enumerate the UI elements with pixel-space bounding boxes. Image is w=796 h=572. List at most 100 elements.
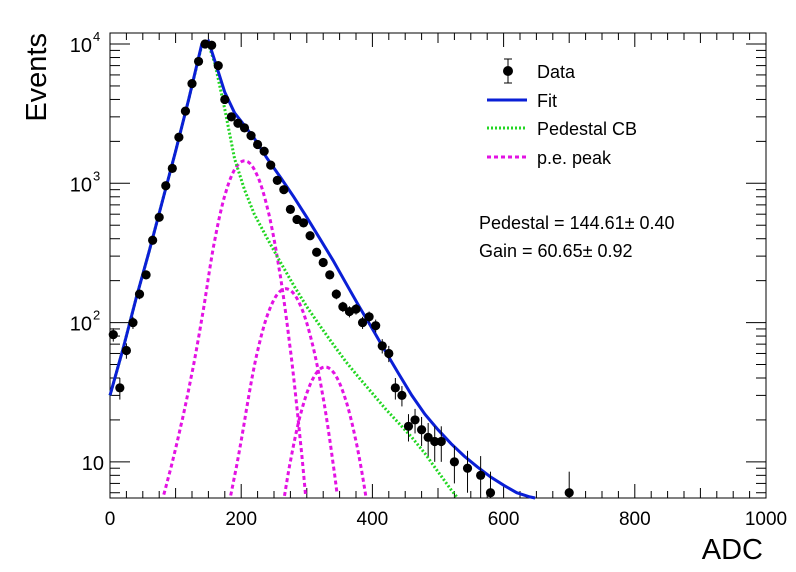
data-marker	[331, 289, 341, 299]
fit-curves	[108, 39, 536, 500]
data-point	[272, 175, 282, 185]
legend-item-pedestal: Pedestal CB	[487, 119, 637, 139]
data-point	[233, 118, 243, 128]
data-point	[390, 377, 400, 400]
tick-marks	[109, 33, 767, 498]
data-point	[364, 311, 374, 323]
data-point	[253, 139, 263, 150]
data-point	[417, 416, 427, 446]
data-marker	[403, 421, 414, 431]
legend-label-pedestal: Pedestal CB	[537, 119, 637, 139]
data-marker	[272, 175, 282, 185]
data-point	[377, 339, 387, 354]
data-marker	[436, 436, 446, 447]
data-marker	[121, 345, 131, 356]
data-marker	[220, 94, 230, 105]
data-marker	[141, 270, 151, 280]
data-marker	[180, 106, 191, 116]
data-marker	[485, 488, 496, 498]
data-point	[115, 377, 125, 400]
data-point	[371, 319, 381, 333]
data-point	[220, 94, 230, 105]
data-point	[266, 160, 276, 170]
data-point	[410, 408, 420, 434]
data-marker	[390, 383, 400, 393]
data-point	[285, 204, 295, 214]
x-tick-label: 200	[225, 509, 257, 530]
data-marker	[285, 204, 295, 214]
x-tick-label: 0	[105, 509, 116, 530]
data-point	[462, 450, 473, 493]
data-point	[403, 414, 414, 442]
data-point	[351, 303, 361, 315]
y-tick-label: 10	[70, 314, 92, 336]
x-tick-label: 1000	[745, 509, 787, 530]
data-marker	[174, 132, 184, 142]
legend-item-pe-peak: p.e. peak	[487, 148, 612, 168]
data-point	[161, 181, 171, 191]
data-point	[180, 106, 191, 116]
data-point	[108, 328, 118, 342]
data-marker	[564, 488, 574, 498]
data-point	[564, 471, 574, 498]
pe-peak-curve-2	[229, 287, 339, 496]
data-point	[213, 61, 223, 71]
pe-peak-curve-1	[162, 159, 307, 495]
data-point	[485, 471, 496, 498]
data-point	[318, 257, 328, 268]
data-marker	[213, 61, 223, 71]
data-point	[476, 456, 486, 498]
data-marker	[193, 56, 204, 67]
data-marker	[318, 257, 328, 268]
data-point	[338, 301, 348, 313]
data-marker	[298, 218, 309, 228]
data-marker	[239, 123, 250, 133]
x-tick-label: 400	[357, 509, 389, 530]
data-marker	[305, 231, 315, 241]
legend-item-data: Data	[503, 58, 576, 84]
pedestal-annotation: Pedestal = 144.61± 0.40	[479, 213, 675, 233]
data-marker	[161, 181, 171, 191]
data-marker	[187, 78, 197, 89]
y-tick-exponent: 3	[93, 168, 100, 183]
data-point	[128, 316, 138, 329]
y-tick-exponent: 4	[93, 29, 100, 44]
data-point	[154, 212, 164, 222]
data-point	[134, 289, 145, 300]
data-marker	[410, 415, 420, 425]
data-marker	[259, 146, 269, 156]
data-point	[167, 163, 177, 173]
data-point	[449, 445, 459, 484]
data-point	[207, 40, 217, 50]
data-marker	[207, 40, 217, 50]
y-tick-label: 10	[82, 453, 104, 475]
data-marker	[338, 302, 348, 312]
data-point	[187, 78, 197, 89]
data-marker	[312, 247, 322, 257]
legend-label-data: Data	[537, 62, 576, 82]
data-marker	[449, 457, 459, 467]
legend-label-fit: Fit	[537, 91, 557, 111]
data-marker	[167, 163, 177, 173]
x-tick-label: 800	[619, 509, 651, 530]
data-point	[226, 112, 236, 122]
data-marker	[325, 270, 335, 280]
data-marker	[128, 317, 138, 328]
data-marker	[430, 436, 440, 447]
data-point	[259, 146, 269, 156]
data-marker	[266, 160, 276, 170]
data-marker	[134, 289, 145, 299]
data-point	[121, 343, 131, 359]
data-marker	[417, 425, 427, 435]
data-point	[239, 123, 250, 133]
legend: Data Fit Pedestal CB p.e. peak	[487, 58, 637, 168]
data-points	[108, 39, 574, 498]
data-point	[141, 270, 151, 280]
data-point	[312, 247, 322, 257]
data-marker	[476, 470, 486, 480]
y-tick-label: 10	[70, 174, 92, 196]
data-point	[436, 426, 446, 462]
data-point	[305, 231, 315, 241]
